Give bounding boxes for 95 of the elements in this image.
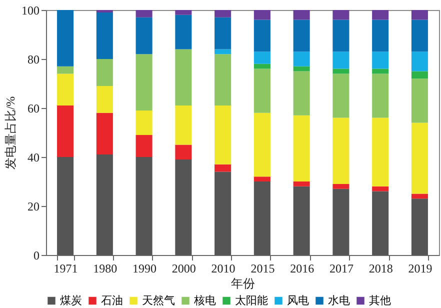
bar	[136, 110, 152, 135]
bar	[175, 159, 192, 255]
bar	[293, 182, 310, 186]
bar	[332, 188, 350, 255]
bar	[332, 184, 350, 189]
bar	[254, 112, 270, 177]
bar	[411, 78, 428, 123]
bar	[411, 71, 428, 79]
bar	[57, 106, 74, 157]
bar	[293, 71, 310, 116]
bar	[372, 191, 389, 255]
legend-label: 煤炭	[60, 294, 82, 307]
bar	[332, 10, 350, 20]
bar	[372, 68, 389, 74]
bar	[214, 17, 232, 50]
bar	[214, 172, 232, 255]
bar	[57, 10, 74, 66]
bar	[293, 186, 310, 255]
bar	[136, 134, 152, 157]
bar	[293, 20, 310, 52]
bar	[372, 20, 389, 52]
legend-label: 石油	[101, 294, 123, 307]
bar	[293, 52, 310, 66]
bar	[136, 157, 152, 255]
x-axis-title: 年份	[231, 276, 255, 290]
bar	[254, 64, 270, 69]
bar	[96, 59, 113, 86]
bar	[293, 10, 310, 20]
legend-label: 太阳能	[235, 294, 268, 307]
bar	[372, 186, 389, 192]
x-tick-label: 2015	[250, 262, 275, 276]
bar	[332, 52, 350, 69]
x-tick-label: 1971	[54, 262, 78, 276]
bar	[96, 112, 113, 155]
bar	[254, 10, 270, 20]
x-tick-label: 2016	[290, 262, 314, 276]
bar	[372, 74, 389, 118]
y-tick-label: 0	[34, 248, 40, 262]
legend-label: 其他	[369, 294, 391, 307]
bar	[57, 74, 74, 106]
bar	[411, 52, 428, 72]
bar	[293, 115, 310, 182]
bar	[332, 118, 350, 184]
bar	[57, 66, 74, 74]
bar	[175, 14, 192, 50]
x-tick-label: 2018	[368, 262, 393, 276]
bar	[411, 194, 428, 199]
bar	[96, 154, 113, 255]
y-tick-label: 40	[28, 150, 40, 164]
y-tick-label: 20	[28, 200, 40, 214]
bar	[411, 10, 428, 20]
bar	[214, 10, 232, 18]
bar	[372, 118, 389, 186]
bar	[293, 66, 310, 72]
x-tick-label: 2017	[329, 262, 354, 276]
bar	[411, 122, 428, 194]
legend-label: 水电	[328, 294, 350, 307]
x-tick-label: 2010	[211, 262, 236, 276]
bar	[175, 49, 192, 106]
x-tick-label: 2000	[172, 262, 196, 276]
bar	[332, 74, 350, 118]
bar	[254, 68, 270, 113]
x-tick-label: 2019	[408, 262, 432, 276]
bar	[175, 10, 192, 15]
bar	[136, 17, 152, 54]
bar	[175, 144, 192, 160]
bar	[57, 157, 74, 255]
bar	[96, 12, 113, 59]
bar	[136, 54, 152, 110]
y-tick-label: 80	[28, 52, 40, 66]
bar	[332, 20, 350, 52]
bar	[411, 198, 428, 255]
bar	[136, 10, 152, 18]
legend-label: 风电	[287, 294, 309, 307]
bar	[254, 182, 270, 255]
x-tick-label: 1980	[93, 262, 118, 276]
y-tick-label: 60	[28, 102, 40, 116]
bar	[332, 68, 350, 74]
bar	[214, 49, 232, 54]
bar	[96, 86, 113, 113]
bar	[214, 54, 232, 106]
bar	[254, 20, 270, 52]
legend-label: 天然气	[142, 294, 175, 307]
y-tick-label: 100	[22, 4, 40, 18]
bar	[214, 106, 232, 164]
bar	[214, 164, 232, 172]
y-axis-title: 发电量占比/%	[4, 96, 18, 170]
x-tick-label: 1990	[132, 262, 157, 276]
legend-label: 核电	[193, 294, 216, 307]
bar	[175, 106, 192, 145]
bar	[254, 52, 270, 64]
bar	[372, 10, 389, 20]
bar	[411, 20, 428, 52]
bar	[254, 176, 270, 182]
bar	[372, 52, 389, 69]
